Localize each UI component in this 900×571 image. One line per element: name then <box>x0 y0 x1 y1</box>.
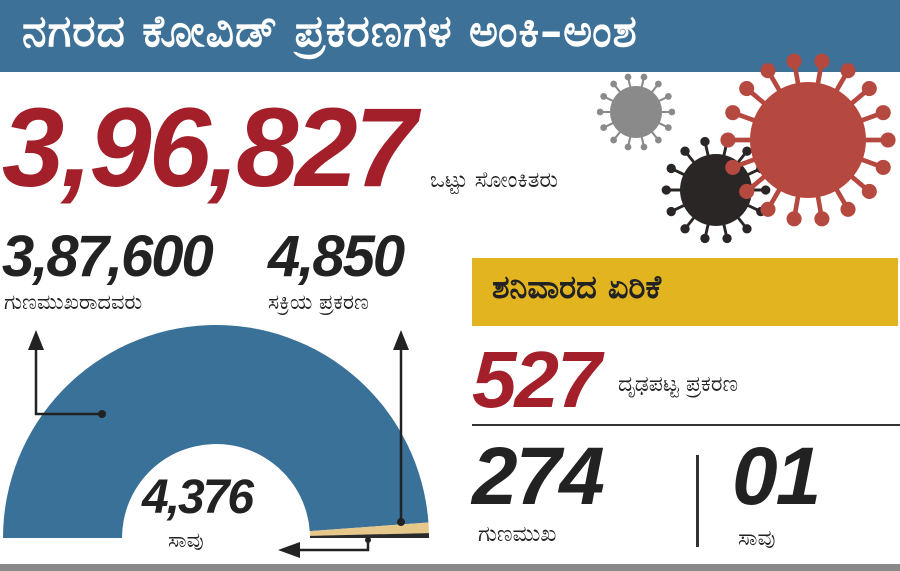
recovered-label: ಗುಣಮುಖರಾದವರು <box>4 290 143 314</box>
deaths-slice <box>309 533 429 538</box>
active-value: 4,850 <box>268 224 405 289</box>
total-cases-value: 3,96,827 <box>2 85 417 210</box>
page-title: ನಗರದ ಕೋವಿಡ್ ಪ್ರಕರಣಗಳ ಅಂಕಿ–ಅಂಶ <box>22 6 638 57</box>
active-label: ಸಕ್ರಿಯ ಪ್ರಕರಣ <box>268 290 369 314</box>
header-bar <box>0 0 900 72</box>
deaths-value: 4,376 <box>142 471 254 524</box>
saturday-recovered-value: 274 <box>472 431 605 522</box>
saturday-title: ಶನಿವಾರದ ಏರಿಕೆ <box>492 268 662 306</box>
active-dot <box>397 518 405 526</box>
saturday-confirmed-label: ದೃಢಪಟ್ಟ ಪ್ರಕರಣ <box>618 372 739 397</box>
saturday-recovered-label: ಗುಣಮುಖ <box>478 522 557 547</box>
total-cases-label: ಒಟ್ಟು ಸೋಂಕಿತರು <box>430 168 558 193</box>
active-slice <box>309 522 429 536</box>
recovered-dot <box>98 410 106 418</box>
recovered-slice <box>2 324 429 538</box>
deaths-leader-line <box>290 538 370 552</box>
deaths-label: ಸಾವು <box>168 528 204 552</box>
saturday-deaths-label: ಸಾವು <box>738 526 776 551</box>
saturday-confirmed-value: 527 <box>472 335 601 424</box>
footer-bar <box>0 564 900 571</box>
small-virus-icon <box>596 73 676 151</box>
saturday-banner <box>472 258 898 326</box>
recovered-leader-line <box>34 340 102 416</box>
semi-donut-chart <box>2 324 429 538</box>
saturday-deaths-value: 01 <box>732 431 821 522</box>
divider <box>472 424 900 426</box>
recovered-arrow-icon <box>28 330 44 350</box>
active-arrow-icon <box>393 330 409 350</box>
red-virus-icon <box>720 53 896 227</box>
deaths-dot <box>365 537 371 543</box>
deaths-arrow-icon <box>278 542 300 558</box>
recovered-value: 3,87,600 <box>2 224 214 289</box>
vertical-divider <box>696 455 699 547</box>
